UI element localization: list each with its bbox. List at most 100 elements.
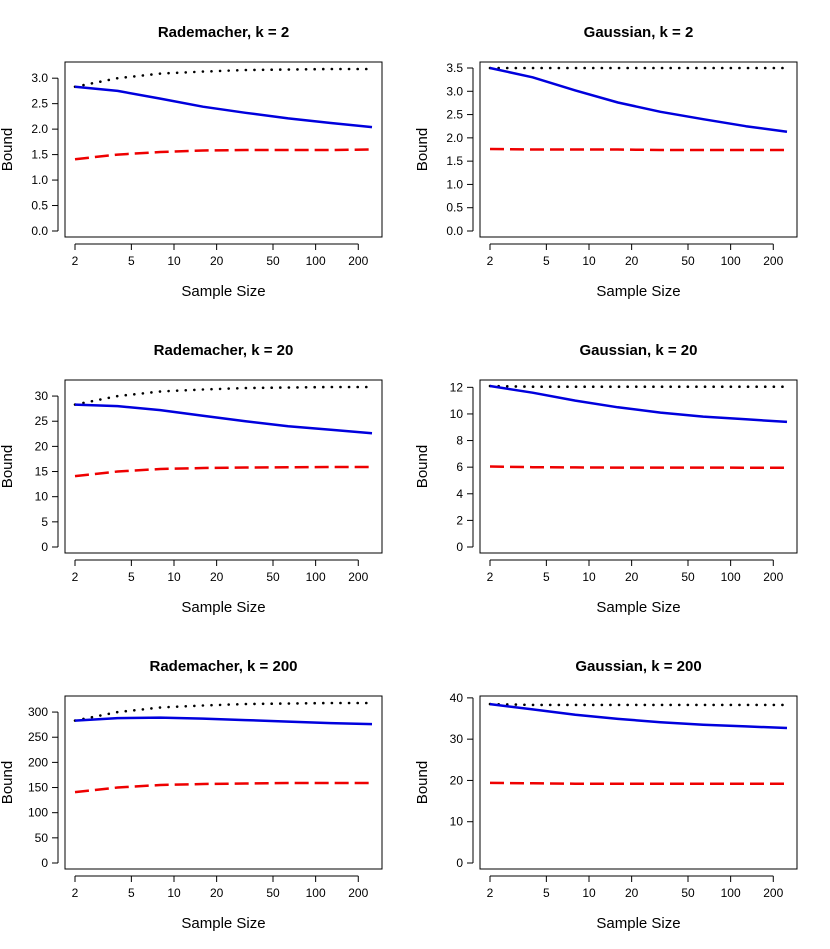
series-line-dotted: [73, 385, 374, 406]
y-tick-label: 0: [456, 856, 463, 870]
series-line-dashed: [489, 147, 787, 152]
y-tick-label: 12: [450, 380, 464, 394]
x-tick-label: 2: [487, 570, 494, 584]
y-axis-label: Bound: [0, 445, 16, 488]
y-tick-label: 0.5: [31, 199, 48, 213]
y-tick-label: 0.0: [446, 224, 463, 238]
y-tick-label: 10: [450, 407, 464, 421]
x-tick-label: 20: [210, 570, 224, 584]
y-tick-label: 2.5: [31, 97, 48, 111]
series-line-solid: [74, 85, 373, 129]
y-tick-label: 4: [456, 487, 463, 501]
y-tick-label: 2: [456, 513, 463, 527]
y-tick-label: 2.5: [446, 108, 463, 122]
x-tick-label: 20: [625, 886, 639, 900]
x-axis-label: Sample Size: [181, 599, 265, 616]
x-tick-label: 100: [306, 254, 326, 268]
x-tick-label: 10: [582, 570, 596, 584]
y-tick-label: 20: [450, 773, 464, 787]
x-tick-label: 5: [543, 570, 550, 584]
y-axis-label: Bound: [414, 445, 431, 488]
y-axis-label: Bound: [0, 761, 16, 804]
chart-title: Rademacher, k = 200: [149, 658, 297, 675]
y-tick-label: 30: [35, 389, 49, 403]
x-tick-label: 10: [167, 886, 181, 900]
x-tick-label: 200: [763, 886, 783, 900]
series-line-dotted: [488, 384, 789, 389]
y-axis-label: Bound: [0, 128, 16, 171]
plot-frame: [479, 695, 798, 870]
y-tick-label: 250: [28, 730, 48, 744]
y-tick-label: 8: [456, 434, 463, 448]
y-tick-label: 10: [35, 490, 49, 504]
series-line-solid: [489, 66, 788, 134]
chart-title: Gaussian, k = 20: [580, 342, 698, 359]
x-tick-label: 100: [721, 886, 741, 900]
y-tick-label: 0.5: [446, 201, 463, 215]
y-tick-label: 2.0: [31, 122, 48, 136]
x-tick-label: 100: [306, 886, 326, 900]
y-tick-label: 1.0: [446, 177, 463, 191]
x-tick-label: 200: [763, 254, 783, 268]
x-tick-label: 50: [681, 886, 695, 900]
x-tick-label: 20: [210, 254, 224, 268]
y-tick-label: 25: [35, 414, 49, 428]
chart-panel-5: Rademacher, k = 200 2 5 10 20 50 100 200 Sample …: [0, 658, 383, 932]
series-line-dashed: [74, 465, 372, 478]
chart-title: Rademacher, k = 2: [158, 24, 289, 41]
plot-frame: [479, 61, 798, 238]
x-tick-label: 5: [543, 886, 550, 900]
series-line-solid: [489, 702, 788, 730]
x-tick-label: 2: [72, 886, 79, 900]
x-tick-label: 10: [167, 254, 181, 268]
x-tick-label: 5: [128, 254, 135, 268]
x-tick-label: 5: [128, 886, 135, 900]
x-tick-label: 50: [266, 254, 280, 268]
x-tick-label: 20: [210, 886, 224, 900]
x-tick-label: 10: [582, 254, 596, 268]
x-axis-label: Sample Size: [181, 283, 265, 300]
y-tick-label: 1.5: [31, 148, 48, 162]
series-line-dotted: [73, 67, 374, 89]
y-axis-label: Bound: [414, 128, 431, 171]
x-tick-label: 2: [487, 886, 494, 900]
y-tick-label: 0: [456, 540, 463, 554]
x-tick-label: 10: [167, 570, 181, 584]
x-axis-label: Sample Size: [596, 283, 680, 300]
series-line-dotted: [488, 702, 789, 707]
y-tick-label: 0.0: [31, 224, 48, 238]
x-tick-label: 200: [348, 254, 368, 268]
y-tick-label: 30: [450, 732, 464, 746]
y-tick-label: 300: [28, 705, 48, 719]
x-axis-label: Sample Size: [596, 599, 680, 616]
y-tick-label: 3.0: [31, 71, 48, 85]
x-tick-label: 10: [582, 886, 596, 900]
series-line-dashed: [489, 465, 787, 469]
y-tick-label: 150: [28, 781, 48, 795]
y-tick-label: 1.5: [446, 154, 463, 168]
plot-frame: [64, 379, 383, 554]
x-tick-label: 2: [72, 254, 79, 268]
x-tick-label: 100: [721, 570, 741, 584]
x-tick-label: 50: [681, 570, 695, 584]
chart-title: Gaussian, k = 200: [575, 658, 701, 675]
y-tick-label: 200: [28, 755, 48, 769]
x-axis-label: Sample Size: [181, 915, 265, 932]
chart-title: Rademacher, k = 20: [154, 342, 294, 359]
y-tick-label: 20: [35, 439, 49, 453]
plot-frame: [64, 61, 383, 238]
series-line-dotted: [73, 701, 374, 722]
x-tick-label: 200: [763, 570, 783, 584]
y-tick-label: 3.5: [446, 61, 463, 75]
series-line-solid: [74, 716, 373, 726]
chart-panel-4: Gaussian, k = 20 2 5 10 2 0 50 100 200 Sample Siz…: [414, 342, 798, 616]
y-tick-label: 5: [41, 515, 48, 529]
y-tick-label: 50: [35, 831, 49, 845]
x-tick-label: 200: [348, 886, 368, 900]
x-axis-label: Sample Size: [596, 915, 680, 932]
y-tick-label: 6: [456, 460, 463, 474]
chart-title: Gaussian, k = 2: [584, 24, 694, 41]
